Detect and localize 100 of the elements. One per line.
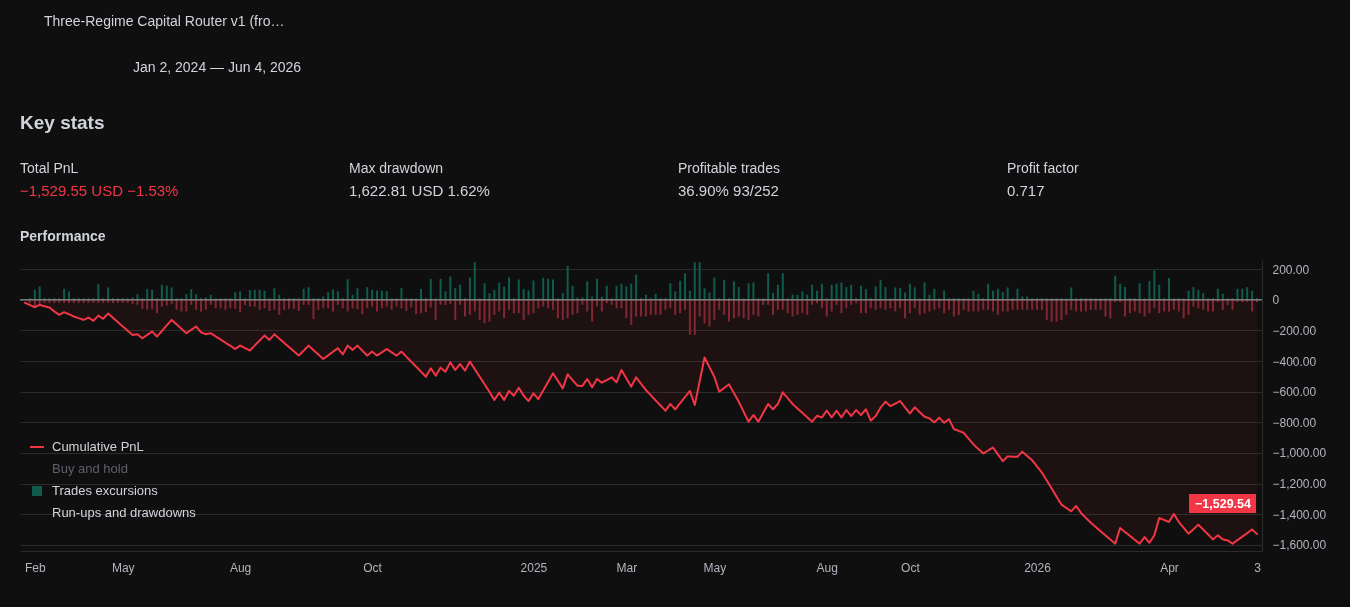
bar bbox=[522, 289, 525, 300]
bar bbox=[1143, 299, 1146, 317]
bar bbox=[556, 299, 559, 319]
bar bbox=[737, 299, 740, 317]
bar bbox=[737, 287, 740, 300]
y-tick-label: −200.00 bbox=[1272, 323, 1317, 338]
bar bbox=[723, 279, 726, 300]
bar bbox=[1182, 299, 1185, 319]
bar bbox=[600, 299, 603, 312]
bar bbox=[713, 277, 716, 300]
bar bbox=[552, 299, 554, 310]
bar bbox=[292, 299, 295, 309]
x-tick-label: 2026 bbox=[1024, 560, 1052, 575]
bar bbox=[684, 299, 686, 310]
bar bbox=[698, 299, 701, 317]
bar bbox=[498, 299, 501, 312]
bar bbox=[718, 299, 721, 310]
bar bbox=[483, 299, 486, 324]
bar bbox=[527, 299, 530, 315]
bar bbox=[1216, 288, 1219, 300]
bar bbox=[605, 285, 608, 300]
bar bbox=[757, 299, 760, 317]
bar bbox=[776, 284, 779, 300]
bar bbox=[786, 299, 789, 314]
bar bbox=[1021, 299, 1024, 310]
bar bbox=[996, 299, 999, 315]
text: Profitable trades bbox=[678, 160, 780, 176]
bar bbox=[908, 299, 911, 314]
bar bbox=[913, 299, 916, 309]
bar bbox=[1221, 299, 1224, 310]
bar bbox=[68, 299, 70, 303]
bar bbox=[1202, 299, 1205, 310]
bar bbox=[508, 299, 510, 310]
bar bbox=[512, 299, 515, 314]
bar bbox=[532, 299, 535, 314]
bar bbox=[508, 277, 510, 300]
chart-title: Three-Regime Capital Router v1 (fro… bbox=[44, 13, 285, 29]
bar bbox=[571, 299, 574, 315]
bar bbox=[1065, 299, 1068, 315]
bar bbox=[1207, 299, 1210, 312]
bar bbox=[346, 279, 349, 300]
bar bbox=[434, 299, 437, 320]
text: Key stats bbox=[20, 112, 105, 133]
bar bbox=[566, 265, 569, 300]
bar bbox=[263, 299, 266, 309]
bar bbox=[1212, 299, 1214, 312]
bar bbox=[967, 299, 970, 312]
bar bbox=[1124, 287, 1126, 300]
bar bbox=[850, 299, 853, 305]
bar bbox=[366, 299, 369, 309]
bar bbox=[1124, 299, 1126, 317]
bar bbox=[571, 285, 574, 300]
bar bbox=[283, 299, 286, 310]
bar bbox=[830, 284, 833, 300]
bar bbox=[165, 285, 168, 300]
bar bbox=[1231, 299, 1234, 310]
bar bbox=[200, 299, 202, 312]
bar bbox=[366, 287, 369, 300]
bar bbox=[840, 282, 843, 300]
bar bbox=[288, 299, 290, 309]
bar bbox=[820, 299, 823, 309]
bar bbox=[156, 299, 158, 314]
bar bbox=[747, 283, 750, 300]
x-tick-label: Apr bbox=[1160, 560, 1179, 575]
bar bbox=[1016, 288, 1019, 300]
bar bbox=[796, 299, 799, 315]
bar bbox=[302, 288, 305, 300]
bar bbox=[1192, 287, 1195, 300]
bar bbox=[327, 299, 330, 309]
bar bbox=[356, 299, 359, 310]
bar bbox=[219, 299, 222, 309]
bar bbox=[439, 299, 442, 305]
bar bbox=[346, 299, 349, 312]
y-tick-label: 0 bbox=[1272, 293, 1280, 308]
bar bbox=[669, 283, 672, 300]
bar bbox=[781, 273, 784, 300]
bar bbox=[566, 299, 569, 319]
bar bbox=[493, 299, 496, 315]
bar bbox=[552, 279, 554, 300]
bar bbox=[835, 283, 838, 300]
bar bbox=[732, 281, 735, 300]
bar bbox=[1163, 299, 1166, 312]
legend-label: Cumulative PnL bbox=[52, 439, 144, 454]
bar bbox=[537, 299, 540, 309]
bar bbox=[835, 299, 838, 305]
bar bbox=[625, 286, 628, 300]
bar bbox=[987, 299, 990, 310]
bar bbox=[860, 285, 862, 300]
bar bbox=[923, 282, 926, 300]
bar bbox=[376, 290, 378, 300]
bar bbox=[473, 299, 476, 312]
bar bbox=[586, 299, 589, 312]
bar bbox=[806, 299, 809, 315]
bar bbox=[781, 299, 784, 310]
bar bbox=[248, 299, 251, 307]
bar bbox=[684, 273, 686, 300]
text: 0.717 bbox=[1007, 182, 1045, 199]
bar bbox=[962, 299, 965, 310]
bar bbox=[312, 299, 315, 320]
bar bbox=[1119, 283, 1122, 300]
